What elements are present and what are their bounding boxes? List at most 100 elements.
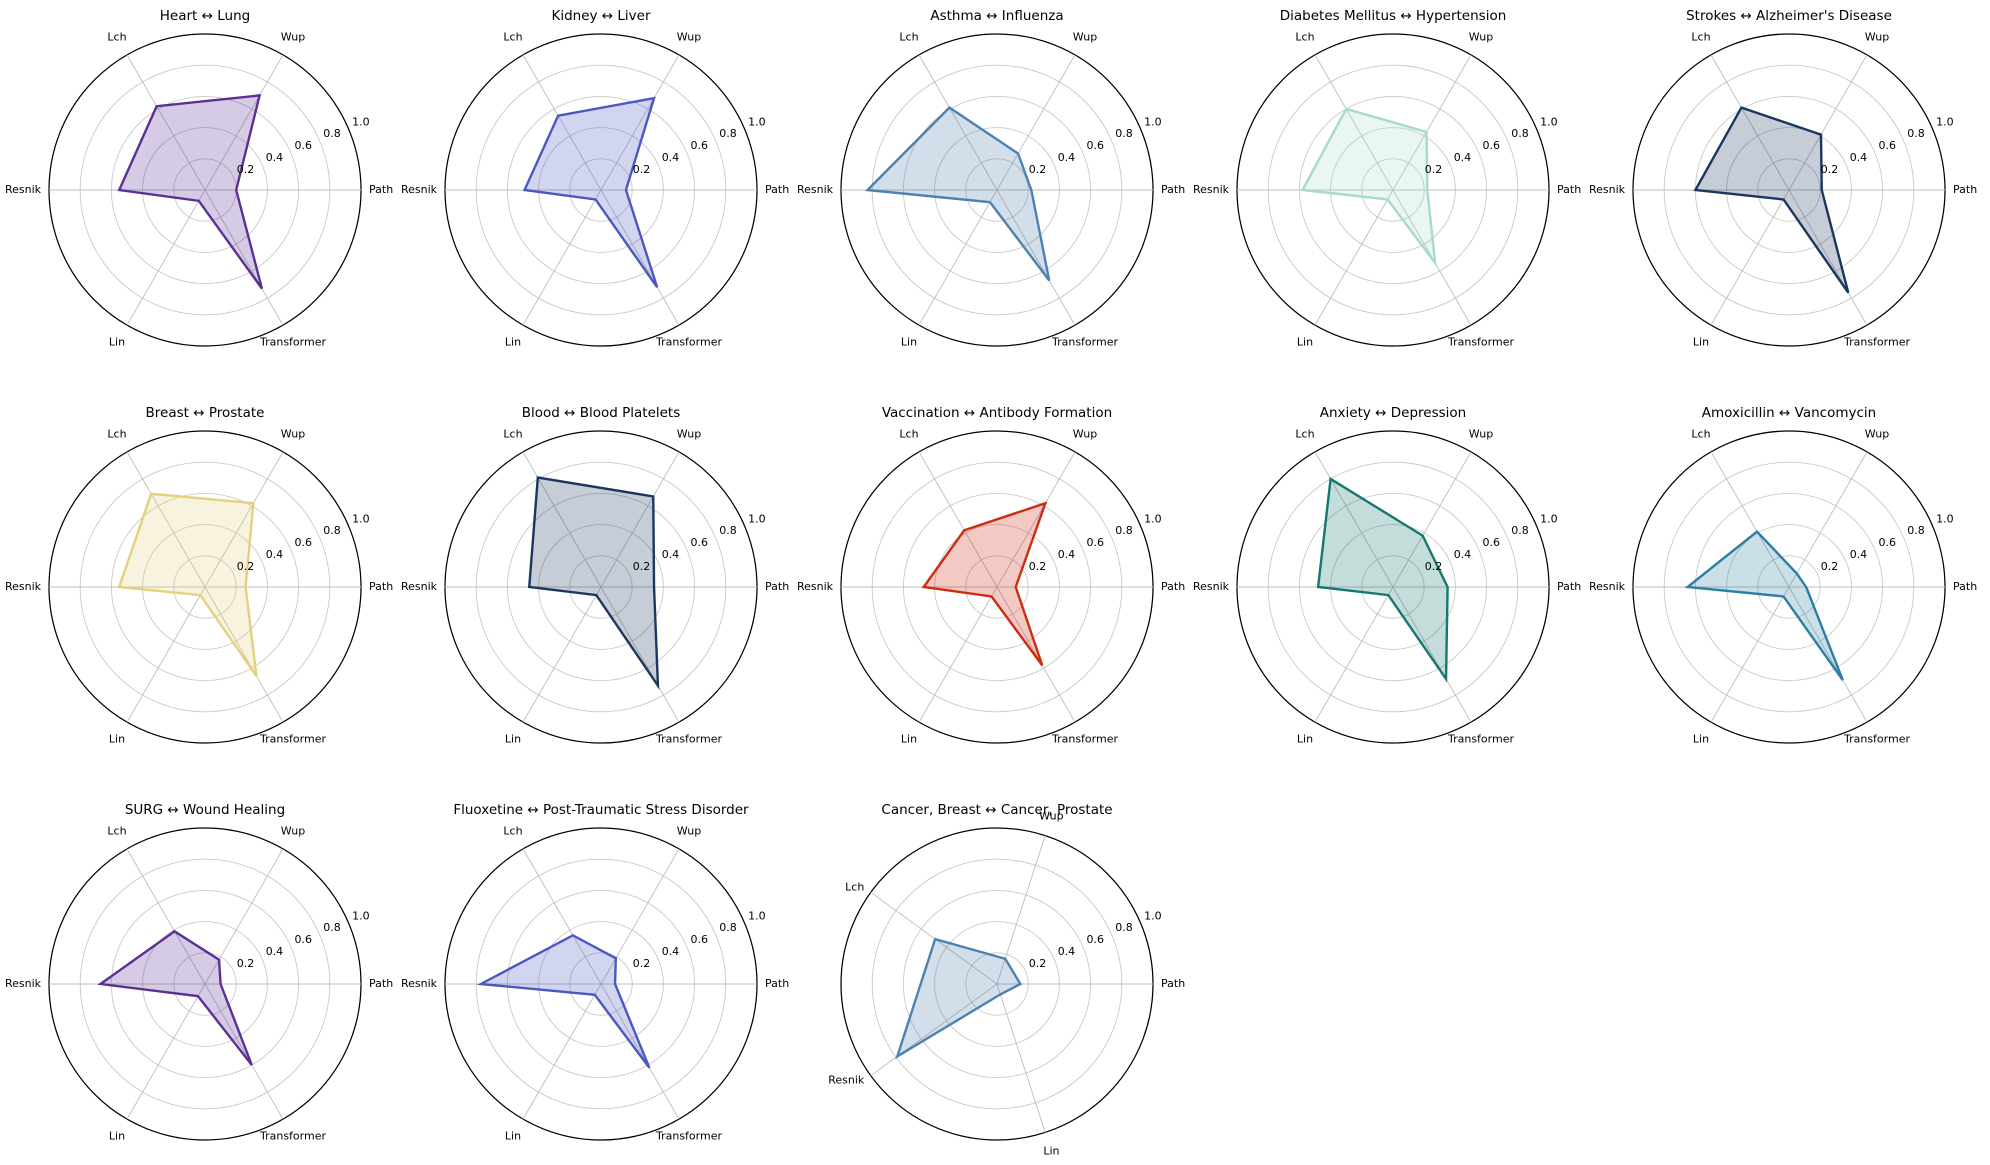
- axis-label-lch: Lch: [503, 31, 522, 44]
- axis-spoke-wup: [1788, 54, 1868, 191]
- radial-tick-label: 0.2: [237, 957, 255, 970]
- data-polygon-cancer-breast-cancer-prostate: [895, 937, 1023, 1060]
- radial-tick-label: 0.4: [266, 151, 284, 164]
- radar-cell-kidney-liver: 0.2 0.4 0.6 0.8 1.0 Path Wup Lch Resnik Lin Transf…: [396, 0, 792, 397]
- radar-chart-strokes-alzheimer-s-disease: 0.2 0.4 0.6 0.8 1.0 Path Wup Lch Resnik Lin Transf…: [1589, 8, 1977, 348]
- axis-spoke-transformer: [600, 983, 680, 1120]
- axis-label-path: Path: [1953, 183, 1977, 196]
- radar-chart-cancer-breast-cancer-prostate: 0.2 0.4 0.6 0.8 1.0 Path Wup Lch Resnik Lin Cancer…: [828, 802, 1185, 1157]
- axis-label-transformer: Transformer: [1051, 732, 1118, 745]
- radar-chart-heart-lung: 0.2 0.4 0.6 0.8 1.0 Path Wup Lch Resnik Lin Transf…: [5, 8, 393, 348]
- chart-title-surg-wound-healing: SURG ↔ Wound Healing: [125, 802, 285, 818]
- axis-label-path: Path: [1161, 183, 1185, 196]
- chart-title-cancer-breast-cancer-prostate: Cancer, Breast ↔ Cancer, Prostate: [881, 802, 1112, 818]
- axis-label-path: Path: [1161, 977, 1185, 990]
- axis-label-wup: Wup: [281, 31, 305, 44]
- axis-label-path: Path: [765, 183, 789, 196]
- data-polygon-anxiety-depression: [1316, 476, 1449, 683]
- axis-spoke-lch: [1710, 54, 1790, 191]
- radial-tick-label: 0.4: [1850, 548, 1868, 561]
- axis-spoke-lin: [522, 189, 602, 326]
- axis-label-resnik: Resnik: [828, 1073, 865, 1086]
- axis-label-transformer: Transformer: [1843, 335, 1910, 348]
- radial-tick-label: 0.6: [295, 933, 313, 946]
- radial-tick-label: 0.6: [1879, 139, 1897, 152]
- axis-label-lin: Lin: [505, 732, 521, 745]
- axis-label-wup: Wup: [281, 825, 305, 838]
- radial-tick-label: 1.0: [1936, 512, 1954, 525]
- axis-label-lin: Lin: [109, 335, 125, 348]
- radial-tick-label: 0.2: [633, 560, 651, 573]
- radial-tick-label: 1.0: [1144, 512, 1162, 525]
- axis-label-resnik: Resnik: [5, 580, 42, 593]
- data-polygon-breast-prostate: [117, 492, 258, 677]
- radar-cell-surg-wound-healing: 0.2 0.4 0.6 0.8 1.0 Path Wup Lch Resnik Lin Transf…: [0, 794, 396, 1165]
- axis-label-transformer: Transformer: [1447, 335, 1514, 348]
- chart-title-heart-lung: Heart ↔ Lung: [160, 8, 250, 24]
- axis-spoke-transformer: [204, 586, 284, 723]
- axis-spoke-lch: [126, 54, 206, 191]
- data-polygon-vaccination-antibody-formation: [921, 501, 1048, 667]
- axis-spoke-lch: [522, 451, 602, 588]
- axis-label-lin: Lin: [1693, 335, 1709, 348]
- axis-spoke-lin: [996, 983, 1046, 1133]
- axis-label-lin: Lin: [505, 1129, 521, 1142]
- radar-chart-asthma-influenza: 0.2 0.4 0.6 0.8 1.0 Path Wup Lch Resnik Lin Transf…: [797, 8, 1185, 348]
- axis-label-path: Path: [765, 977, 789, 990]
- radial-tick-label: 1.0: [1144, 909, 1162, 922]
- radar-chart-vaccination-antibody-formation: 0.2 0.4 0.6 0.8 1.0 Path Wup Lch Resnik Lin Transf…: [797, 405, 1185, 745]
- radial-tick-label: 1.0: [1540, 115, 1558, 128]
- radial-tick-label: 0.8: [323, 921, 341, 934]
- axis-spoke-lch: [870, 891, 998, 985]
- radial-tick-label: 0.4: [1454, 151, 1472, 164]
- radial-tick-label: 0.4: [1058, 548, 1076, 561]
- radar-chart-amoxicillin-vancomycin: 0.2 0.4 0.6 0.8 1.0 Path Wup Lch Resnik Lin Transf…: [1589, 405, 1977, 745]
- axis-label-resnik: Resnik: [1589, 580, 1626, 593]
- axis-spoke-lch: [126, 451, 206, 588]
- axis-label-resnik: Resnik: [1589, 183, 1626, 196]
- axis-label-lch: Lch: [503, 428, 522, 441]
- axis-spoke-transformer: [1392, 586, 1472, 723]
- axis-spoke-wup: [1392, 54, 1472, 191]
- axis-label-lin: Lin: [1297, 732, 1313, 745]
- axis-spoke-transformer: [1788, 189, 1868, 326]
- radar-cell-amoxicillin-vancomycin: 0.2 0.4 0.6 0.8 1.0 Path Wup Lch Resnik Lin Transf…: [1584, 397, 1980, 794]
- axis-label-wup: Wup: [677, 428, 701, 441]
- data-polygon-kidney-liver: [522, 96, 659, 288]
- radial-tick-label: 0.6: [691, 536, 709, 549]
- chart-title-vaccination-antibody-formation: Vaccination ↔ Antibody Formation: [882, 405, 1112, 421]
- axis-spoke-wup: [204, 451, 284, 588]
- data-polygon-strokes-alzheimer-s-disease: [1693, 106, 1850, 294]
- axis-spoke-lch: [126, 848, 206, 985]
- radial-tick-label: 1.0: [748, 909, 766, 922]
- axis-label-transformer: Transformer: [259, 335, 326, 348]
- axis-label-resnik: Resnik: [797, 580, 834, 593]
- radial-tick-label: 1.0: [1540, 512, 1558, 525]
- axis-label-wup: Wup: [1865, 31, 1889, 44]
- axis-label-path: Path: [1557, 183, 1581, 196]
- radial-tick-label: 0.2: [237, 560, 255, 573]
- axis-spoke-transformer: [600, 189, 680, 326]
- axis-label-path: Path: [1557, 580, 1581, 593]
- axis-spoke-lch: [1710, 451, 1790, 588]
- axis-label-lch: Lch: [1295, 31, 1314, 44]
- axis-spoke-wup: [204, 54, 284, 191]
- radar-chart-kidney-liver: 0.2 0.4 0.6 0.8 1.0 Path Wup Lch Resnik Lin Transf…: [401, 8, 789, 348]
- radial-tick-label: 0.8: [323, 127, 341, 140]
- radial-tick-label: 0.2: [1425, 163, 1443, 176]
- axis-label-resnik: Resnik: [401, 977, 438, 990]
- radial-tick-label: 0.6: [1483, 139, 1501, 152]
- radial-tick-label: 0.6: [691, 933, 709, 946]
- axis-spoke-resnik: [870, 983, 998, 1077]
- axis-label-wup: Wup: [1469, 31, 1493, 44]
- axis-label-transformer: Transformer: [1051, 335, 1118, 348]
- axis-label-transformer: Transformer: [655, 335, 722, 348]
- chart-title-blood-blood-platelets: Blood ↔ Blood Platelets: [522, 405, 681, 421]
- radial-tick-label: 0.2: [633, 957, 651, 970]
- radial-tick-label: 0.4: [1058, 945, 1076, 958]
- data-polygon-heart-lung: [117, 94, 264, 290]
- axis-spoke-lin: [918, 586, 998, 723]
- chart-title-anxiety-depression: Anxiety ↔ Depression: [1320, 405, 1466, 421]
- axis-label-path: Path: [369, 977, 393, 990]
